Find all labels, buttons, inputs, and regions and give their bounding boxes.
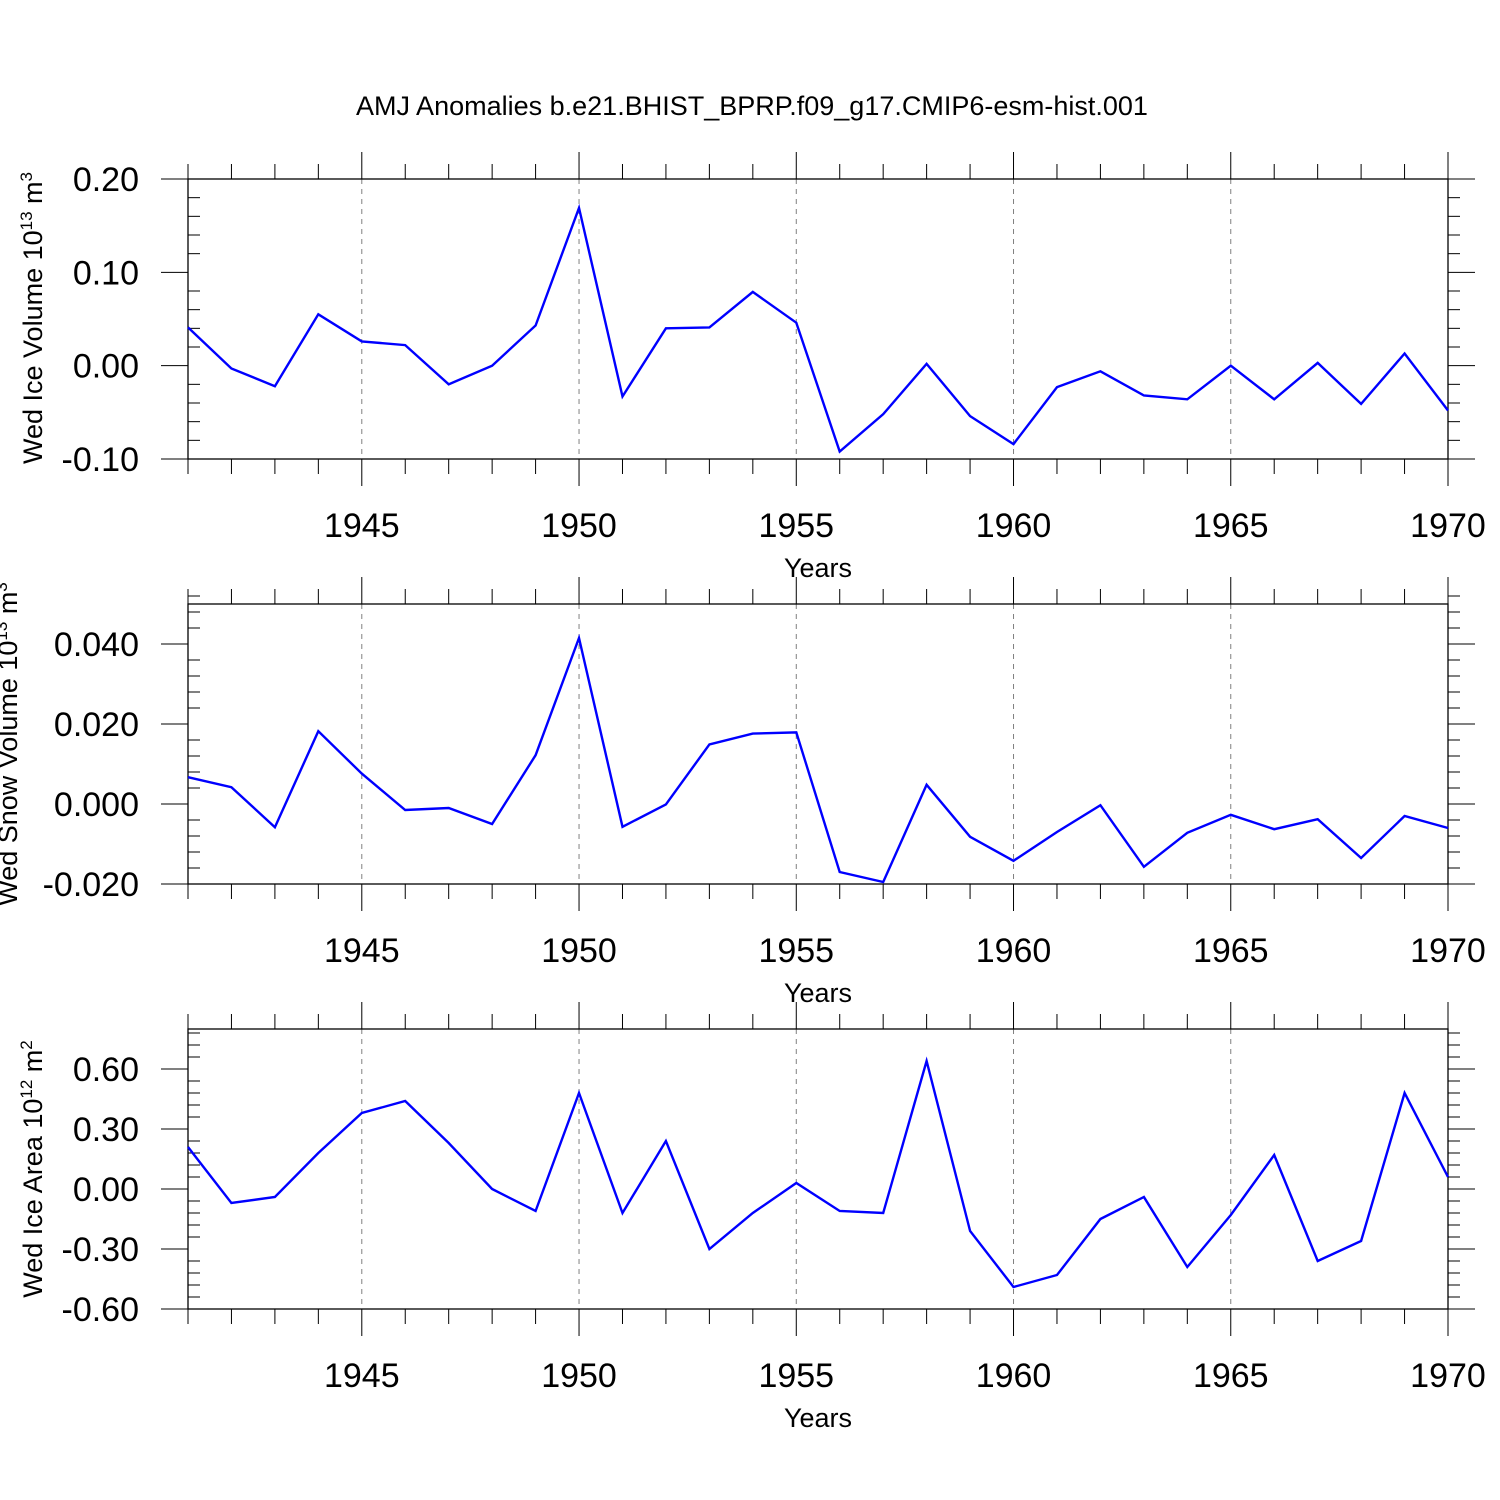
y-tick-label: -0.60 — [62, 1291, 140, 1329]
y-axis-title-part: m — [18, 181, 48, 211]
x-tick-label: 1955 — [758, 507, 834, 545]
plot-frame — [187, 603, 1449, 885]
y-axis-title-superscript: 2 — [17, 1040, 36, 1049]
y-axis-title: Wed Snow Volume 1013 m3 — [0, 582, 23, 906]
x-tick-label: 1970 — [1410, 507, 1486, 545]
x-tick-label: 1945 — [324, 932, 400, 970]
x-tick-label: 1965 — [1193, 1357, 1269, 1395]
x-tick-label: 1945 — [324, 507, 400, 545]
chart-panel-1: 0.20 0.10 0.00 -0.10 1945 1950 1955 1960 1965 197… — [17, 152, 1486, 583]
x-tick-label: 1955 — [758, 932, 834, 970]
x-tick-label: 1965 — [1193, 507, 1269, 545]
y-axis-title-superscript: 3 — [0, 582, 11, 591]
y-tick-label: 0.000 — [54, 786, 139, 824]
x-tick-label: 1955 — [758, 1357, 834, 1395]
y-tick-label: 0.30 — [73, 1111, 139, 1149]
y-axis-title-part: m — [18, 1050, 48, 1080]
x-axis-title: Years — [784, 1403, 852, 1433]
y-axis-title-superscript: 13 — [0, 622, 11, 641]
x-tick-label: 1960 — [976, 1357, 1052, 1395]
y-axis-title: Wed Ice Volume 1013 m3 — [17, 172, 48, 464]
y-tick-label: -0.10 — [62, 441, 140, 479]
series-line — [187, 633, 1449, 884]
y-tick-label: 0.00 — [73, 348, 139, 386]
y-axis-title-part: m — [0, 592, 23, 622]
x-tick-label: 1960 — [976, 507, 1052, 545]
x-tick-label: 1950 — [541, 507, 617, 545]
x-tick-label: 1970 — [1410, 932, 1486, 970]
series-line — [187, 1056, 1450, 1289]
x-tick-label: 1950 — [541, 932, 617, 970]
y-tick-label: 0.00 — [73, 1171, 139, 1209]
y-tick-label: -0.020 — [43, 866, 139, 904]
y-tick-label: 0.040 — [54, 626, 139, 664]
chart-panel-3: 0.60 0.30 0.00 -0.30 -0.60 1945 1950 1955 1960 19… — [17, 1002, 1486, 1433]
chart-title: AMJ Anomalies b.e21.BHIST_BPRP.f09_g17.C… — [356, 91, 1148, 121]
y-tick-label: 0.020 — [54, 706, 139, 744]
plot-frame — [187, 1028, 1449, 1310]
x-axis-title: Years — [784, 553, 852, 583]
y-axis-title-superscript: 13 — [17, 211, 36, 230]
y-tick-label: 0.20 — [73, 161, 139, 199]
x-tick-label: 1970 — [1410, 1357, 1486, 1395]
y-axis-title-part: Wed Ice Area 10 — [18, 1099, 48, 1298]
y-axis-title-superscript: 12 — [17, 1080, 36, 1099]
x-tick-label: 1950 — [541, 1357, 617, 1395]
x-tick-label: 1945 — [324, 1357, 400, 1395]
y-tick-label: 0.60 — [73, 1051, 139, 1089]
plot-frame — [187, 178, 1449, 460]
y-tick-label: -0.30 — [62, 1231, 140, 1269]
series-line — [187, 203, 1449, 454]
x-tick-label: 1965 — [1193, 932, 1269, 970]
y-axis-title-superscript: 3 — [17, 172, 36, 181]
x-tick-label: 1960 — [976, 932, 1052, 970]
y-axis-title: Wed Ice Area 1012 m2 — [17, 1040, 48, 1298]
chart-panel-2: 0.040 0.020 0.000 -0.020 1945 1950 1955 1960 196… — [0, 577, 1486, 1008]
panels: 0.20 0.10 0.00 -0.10 1945 1950 1955 1960 1965 197… — [0, 152, 1486, 1433]
y-axis-title-part: Wed Ice Volume 10 — [18, 230, 48, 464]
x-axis-title: Years — [784, 978, 852, 1008]
y-tick-label: 0.10 — [73, 254, 139, 292]
y-axis-title-part: Wed Snow Volume 10 — [0, 641, 23, 906]
